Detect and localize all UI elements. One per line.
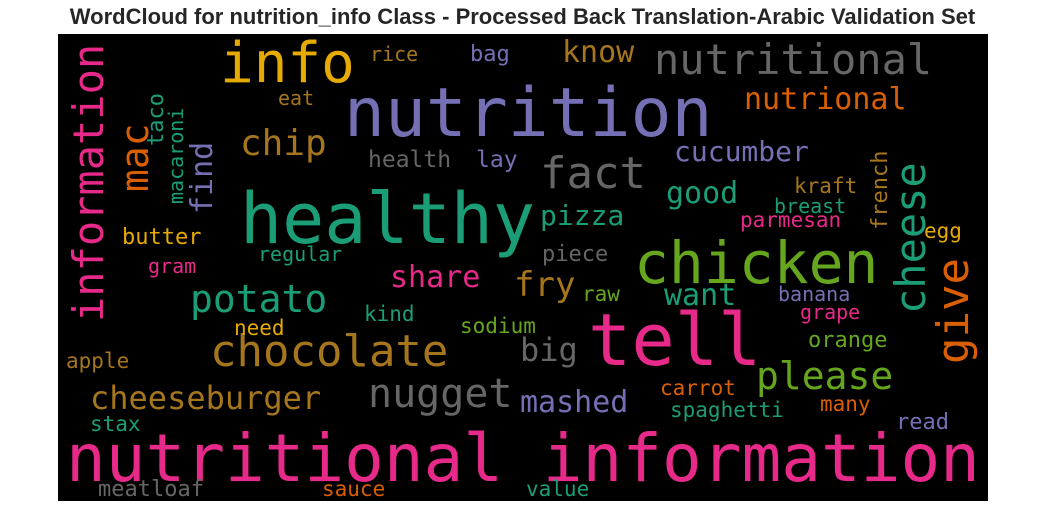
word: nugget [368, 371, 513, 417]
word: give [928, 258, 979, 364]
word: spaghetti [670, 398, 784, 422]
word: healthy [240, 178, 536, 260]
word: orange [808, 328, 888, 353]
word: cucumber [674, 135, 809, 168]
word: fact [540, 148, 646, 199]
word: please [756, 354, 894, 398]
word: chip [240, 123, 327, 164]
word: good [666, 176, 739, 211]
word: fry [514, 265, 576, 305]
word: nutrional [744, 82, 907, 117]
word: lay [476, 147, 518, 173]
word: know [562, 35, 635, 70]
word: kind [364, 302, 415, 326]
word: value [526, 477, 590, 501]
word: big [520, 331, 578, 369]
word: parmesan [740, 208, 842, 232]
word: potato [190, 277, 328, 321]
word: bag [470, 42, 510, 67]
chart-title: WordCloud for nutrition_info Class - Pro… [69, 4, 976, 29]
word: cheese [886, 162, 935, 314]
word: eat [278, 86, 315, 110]
word: cheeseburger [90, 379, 322, 417]
word: butter [122, 225, 202, 250]
word: apple [66, 349, 130, 373]
word: read [896, 410, 949, 435]
word: pizza [540, 199, 625, 232]
word: egg [924, 219, 962, 243]
word: share [390, 260, 481, 295]
wordcloud-canvas: nutritional information nutrition health… [58, 34, 988, 501]
word: health [368, 147, 452, 173]
word: need [234, 316, 285, 340]
word: nutrition [344, 74, 713, 153]
word: mashed [520, 385, 629, 420]
word: find [185, 141, 220, 214]
word: information [64, 43, 113, 322]
word: nutritional information [66, 420, 980, 497]
word: sauce [322, 477, 386, 501]
word: raw [582, 282, 620, 306]
word: breast [774, 194, 847, 218]
word: meatloaf [98, 477, 204, 501]
word: gram [148, 254, 197, 278]
word: chicken [634, 229, 879, 297]
word: macaroni [164, 107, 188, 204]
word: many [820, 392, 871, 416]
word: chocolate [210, 326, 449, 377]
word: want [664, 278, 737, 313]
word: nutritional [654, 35, 933, 84]
word: tell [588, 298, 762, 382]
word: rice [370, 42, 419, 66]
word: banana [778, 282, 851, 306]
word: stax [90, 412, 141, 436]
word: sodium [460, 314, 536, 338]
word: french [868, 150, 893, 230]
word: info [220, 34, 355, 96]
word: regular [258, 242, 343, 266]
word: piece [542, 242, 609, 267]
word: grape [800, 300, 861, 324]
word: kraft [794, 174, 858, 198]
word: carrot [660, 376, 736, 400]
